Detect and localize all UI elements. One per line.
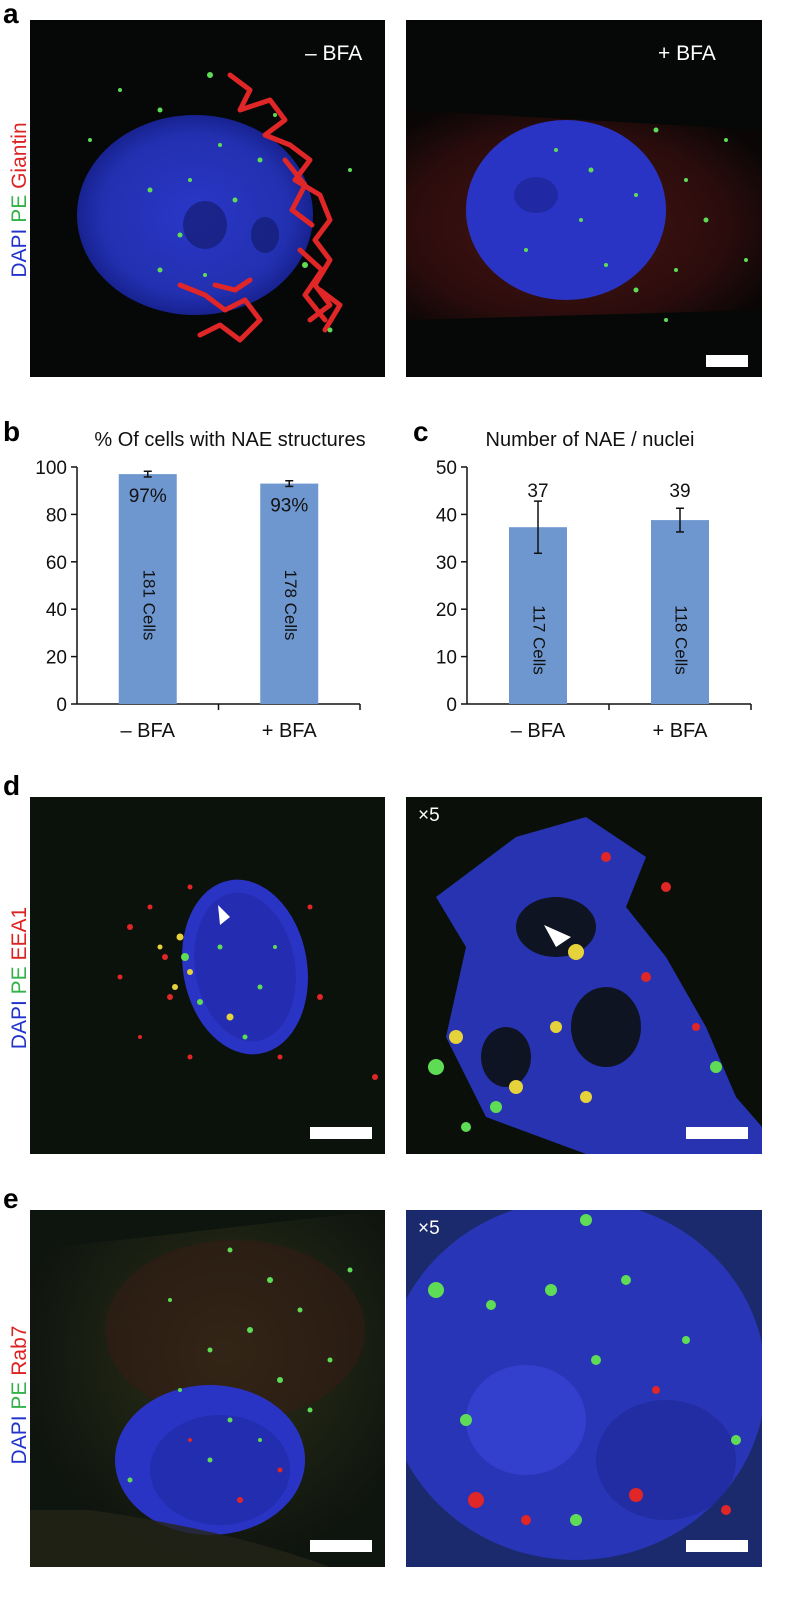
stain-dapi: DAPI: [8, 1000, 31, 1050]
stain-rab7: Rab7: [8, 1325, 31, 1376]
micrograph-a-minus-bfa: – BFA: [30, 20, 385, 377]
y-tick-label: 20: [46, 648, 67, 669]
label-minus-bfa: – BFA: [305, 42, 363, 65]
micrograph-a-plus-bfa: + BFA: [406, 20, 762, 377]
stain-pe: PE: [8, 966, 31, 995]
chart-c-svg: Number of NAE / nuclei 0 10 20 30 40 50 37 117 C…: [436, 429, 752, 742]
stain-pe: PE: [8, 1381, 31, 1410]
panel-letter-b: b: [3, 416, 21, 447]
stain-dapi: DAPI: [8, 1415, 31, 1465]
stain-giantin: Giantin: [8, 122, 31, 189]
stain-pe: PE: [8, 194, 31, 223]
data-label: 39: [669, 481, 690, 502]
x-tick-label: – BFA: [121, 720, 176, 742]
micrograph-e-overview: [30, 1210, 385, 1567]
bar: [118, 474, 177, 704]
data-label: 97%: [129, 486, 167, 507]
bar: [509, 527, 567, 704]
bar: [260, 483, 319, 704]
chart-c: Number of NAE / nuclei 0 10 20 30 40 50 37 117 C…: [415, 415, 785, 745]
y-tick-label: 40: [46, 600, 67, 621]
y-tick-label: 20: [436, 600, 457, 621]
micrograph-d-overview: [30, 797, 385, 1154]
panel-letter-c: c: [413, 416, 429, 447]
scale-bar-e-left: [310, 1540, 372, 1552]
panel-letter-e: e: [3, 1183, 19, 1214]
cell-count-label: 178 Cells: [281, 570, 300, 641]
arrowhead-icon: [544, 925, 571, 947]
y-tick-label: 100: [35, 458, 67, 479]
scale-bar-d-left: [310, 1127, 372, 1139]
zoom-label-d: ×5: [418, 805, 440, 826]
micrograph-d-left-image: [117, 879, 378, 1080]
panel-letter-a: a: [3, 0, 19, 29]
cell-count-label: 117 Cells: [530, 605, 549, 675]
x-tick-label: + BFA: [262, 720, 318, 742]
label-plus-bfa: + BFA: [658, 42, 716, 65]
micrograph-e-right-image: [406, 1210, 762, 1560]
scale-bar-d-right: [686, 1127, 748, 1139]
micrograph-d-right-image: [428, 817, 762, 1154]
arrowhead-icon: [218, 905, 230, 925]
stain-dapi: DAPI: [8, 228, 31, 278]
cell-count-label: 118 Cells: [672, 605, 691, 675]
scale-bar-e-right: [686, 1540, 748, 1552]
chart-b-svg: % Of cells with NAE structures 0 20 40 60 80 1…: [35, 429, 365, 742]
y-tick-label: 40: [436, 505, 457, 526]
bar: [651, 520, 709, 704]
y-tick-label: 30: [436, 553, 457, 574]
chart-title: % Of cells with NAE structures: [94, 429, 365, 451]
y-tick-label: 50: [436, 458, 457, 479]
y-tick-label: 60: [46, 553, 67, 574]
x-tick-label: – BFA: [511, 720, 566, 742]
scale-bar-a: [706, 355, 748, 367]
zoom-label-e: ×5: [418, 1218, 440, 1239]
cell-count-label: 181 Cells: [139, 570, 158, 641]
data-label: 93%: [270, 496, 308, 517]
y-tick-label: 0: [56, 695, 67, 716]
micrograph-e-left-image: [30, 1210, 385, 1567]
micrograph-e-zoom: ×5: [406, 1210, 762, 1567]
micrograph-a-left-image: [77, 72, 352, 343]
panel-letter-d: d: [3, 770, 21, 801]
y-tick-label: 0: [446, 695, 457, 716]
x-tick-label: + BFA: [652, 720, 708, 742]
y-tick-label: 10: [436, 648, 457, 669]
micrograph-a-right-image: [406, 110, 762, 322]
stain-eea1: EEA1: [8, 906, 31, 961]
chart-title: Number of NAE / nuclei: [486, 429, 695, 451]
chart-b: % Of cells with NAE structures 0 20 40 60 80 1…: [20, 415, 400, 745]
data-label: 37: [527, 481, 548, 502]
micrograph-d-zoom: ×5: [406, 797, 762, 1154]
y-tick-label: 80: [46, 505, 67, 526]
